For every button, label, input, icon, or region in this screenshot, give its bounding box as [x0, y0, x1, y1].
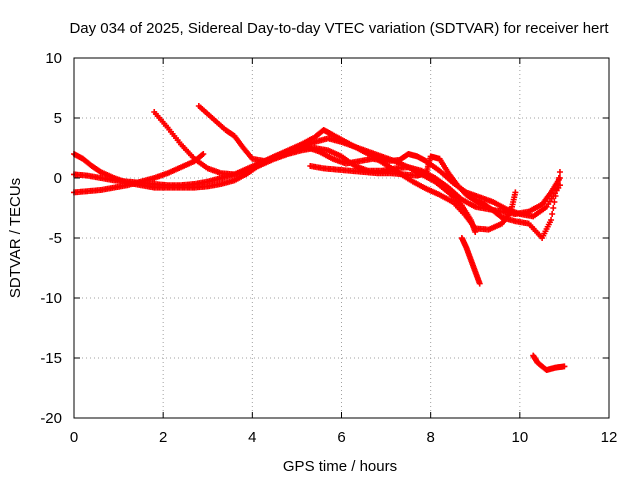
y-axis-label: SDTVAR / TECUs	[7, 178, 24, 298]
y-tick-label: -5	[49, 230, 62, 247]
data-point	[556, 169, 563, 175]
y-tick-label: 5	[54, 110, 62, 127]
data-point	[549, 211, 556, 217]
y-tick-label: 0	[54, 170, 62, 187]
series-track-6	[307, 153, 563, 241]
x-tick-label: 4	[248, 429, 256, 446]
x-axis-label: GPS time / hours	[283, 458, 397, 475]
axis-ticks: 0 2 4 6 8 10 12 -20 -15 -10 -5 0 5 10	[40, 50, 617, 446]
y-tick-label: -20	[40, 410, 62, 427]
chart-title: Day 034 of 2025, Sidereal Day-to-day VTE…	[69, 20, 609, 37]
series-track-8	[530, 352, 568, 373]
data-point	[555, 175, 562, 181]
x-tick-label: 6	[337, 429, 345, 446]
y-tick-label: -10	[40, 290, 62, 307]
x-tick-label: 10	[511, 429, 528, 446]
x-tick-label: 8	[426, 429, 434, 446]
y-tick-label: -15	[40, 350, 62, 367]
data-point	[512, 189, 519, 196]
data-point	[476, 280, 483, 287]
data-points	[71, 103, 568, 373]
series-track-7	[458, 235, 483, 287]
y-tick-label: 10	[45, 50, 62, 67]
data-point	[553, 187, 560, 193]
data-point	[551, 199, 558, 205]
data-point	[548, 217, 555, 223]
data-point	[554, 181, 561, 187]
data-point	[199, 151, 206, 158]
x-tick-label: 0	[70, 429, 78, 446]
series-track-5	[195, 103, 563, 220]
data-point	[550, 205, 557, 211]
series-track-2	[71, 151, 207, 196]
grid-lines	[74, 58, 609, 418]
data-point	[552, 193, 559, 199]
data-point	[561, 363, 568, 370]
x-tick-label: 12	[601, 429, 618, 446]
x-tick-label: 2	[159, 429, 167, 446]
data-point	[200, 151, 207, 157]
